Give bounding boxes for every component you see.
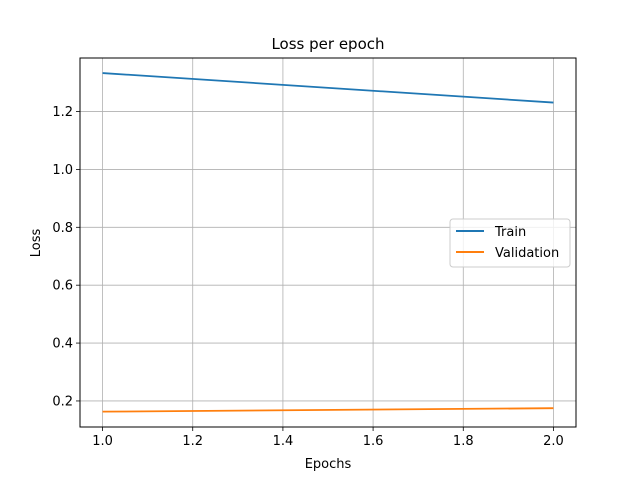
y-axis-label: Loss <box>29 229 44 258</box>
y-tick-label: 0.2 <box>52 394 73 409</box>
legend: Train Validation <box>449 218 571 268</box>
series-line-train <box>102 72 554 104</box>
x-tick-label: 1.4 <box>273 434 294 449</box>
y-tick-label: 1.0 <box>52 163 73 178</box>
x-axis-ticks: 1.0 1.2 1.4 1.6 1.8 2.0 <box>92 427 564 449</box>
legend-label-train: Train <box>494 225 526 240</box>
legend-label-validation: Validation <box>495 246 559 261</box>
y-tick-label: 1.2 <box>52 105 73 120</box>
y-tick-label: 0.6 <box>52 279 73 294</box>
series-lines <box>102 72 554 413</box>
x-tick-label: 1.2 <box>182 434 203 449</box>
y-axis-ticks: 0.2 0.4 0.6 0.8 1.0 1.2 <box>52 105 80 409</box>
x-tick-label: 2.0 <box>543 434 564 449</box>
x-tick-label: 1.6 <box>363 434 384 449</box>
y-tick-label: 0.8 <box>52 221 73 236</box>
plot-frame <box>79 57 577 428</box>
chart-title: Loss per epoch <box>271 35 384 53</box>
series-line-validation <box>102 407 554 413</box>
y-tick-label: 0.4 <box>52 337 73 352</box>
x-axis-label: Epochs <box>305 457 352 472</box>
x-tick-label: 1.8 <box>453 434 474 449</box>
x-tick-label: 1.0 <box>92 434 113 449</box>
